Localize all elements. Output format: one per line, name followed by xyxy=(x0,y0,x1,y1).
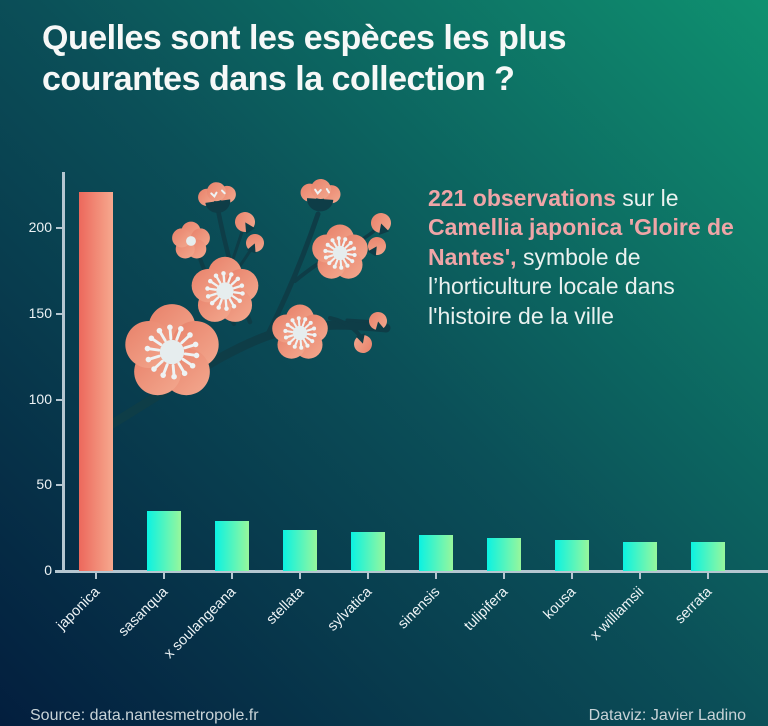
x-tick-mark xyxy=(570,573,573,579)
annotation-segment: 221 observations xyxy=(428,185,616,211)
x-tick-mark xyxy=(298,573,301,579)
annotation-segment: Camellia japonica 'Gloire de Nantes', xyxy=(428,214,734,270)
y-tick-label: 50 xyxy=(36,476,52,493)
bar-x-williamsii xyxy=(623,541,657,571)
annotation: 221 observations sur le Camellia japonic… xyxy=(428,184,740,331)
bar-x-soulangeana xyxy=(215,521,249,571)
bar-sylvatica xyxy=(351,531,385,571)
bar-stellata xyxy=(283,529,317,571)
annotation-segment: symbole de l’horticulture locale dans l'… xyxy=(428,243,675,329)
annotation-segment: sur le xyxy=(615,185,679,211)
bar-kousa xyxy=(555,540,589,571)
x-tick-mark xyxy=(502,573,505,579)
x-tick-mark xyxy=(638,573,641,579)
x-tick-mark xyxy=(706,573,709,579)
y-tick-mark xyxy=(56,570,63,572)
x-axis-line xyxy=(55,570,768,573)
y-tick-mark xyxy=(56,484,63,487)
x-tick-mark xyxy=(162,573,165,579)
x-tick-mark xyxy=(366,573,369,579)
bar-sasanqua xyxy=(147,510,181,571)
x-tick-mark xyxy=(434,573,437,579)
y-tick-mark xyxy=(56,227,63,229)
y-tick-mark xyxy=(56,398,63,401)
footer-credit: Dataviz: Javier Ladino xyxy=(588,707,746,724)
y-tick-label: 200 xyxy=(28,219,52,235)
footer-source: Source: data.nantesmetropole.fr xyxy=(30,707,259,724)
y-tick-label: 100 xyxy=(28,390,52,407)
bar-sinensis xyxy=(419,534,453,571)
x-tick-mark xyxy=(94,573,97,579)
y-axis-line xyxy=(62,172,65,572)
x-tick-label: japonica xyxy=(53,584,104,634)
bar-japonica xyxy=(79,192,113,571)
page-title: Quelles sont les espèces les plus couran… xyxy=(42,19,566,99)
x-tick-mark xyxy=(230,573,233,579)
bar-serrata xyxy=(691,541,725,571)
y-tick-mark xyxy=(56,312,63,315)
y-tick-label: 0 xyxy=(44,562,52,578)
bar-tulipifera xyxy=(487,538,521,571)
y-tick-label: 150 xyxy=(28,304,52,321)
